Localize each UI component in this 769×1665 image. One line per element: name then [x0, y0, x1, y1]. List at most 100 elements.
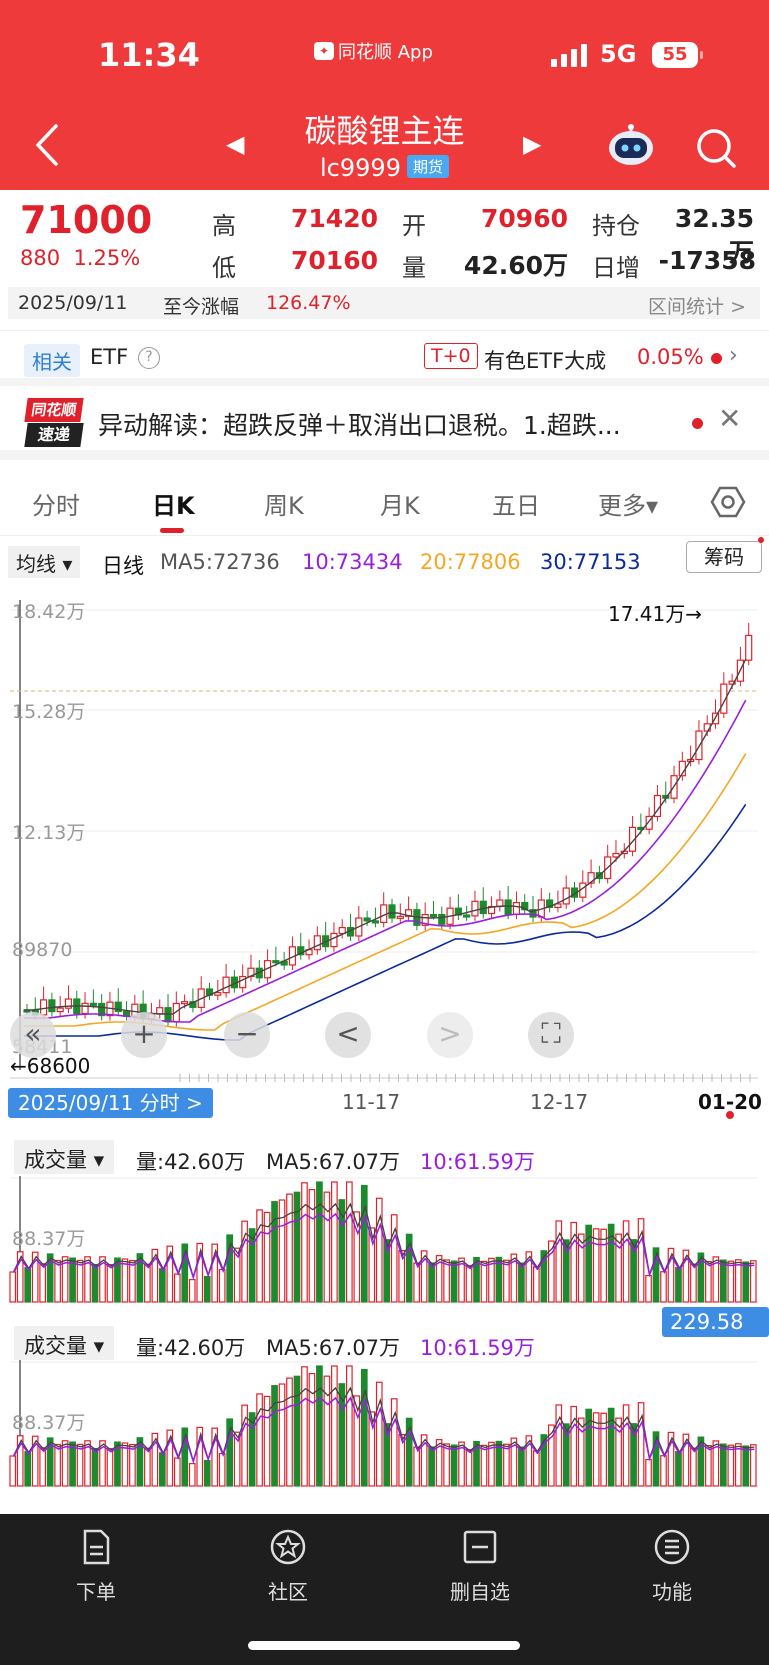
search-icon[interactable]: [694, 126, 738, 170]
chart-settings-icon[interactable]: [710, 484, 746, 520]
back-icon[interactable]: [30, 120, 66, 170]
volume-bar: [443, 1259, 450, 1303]
tabbar-remove-watchlist[interactable]: 删自选: [430, 1528, 530, 1605]
volume-bar: [233, 1247, 241, 1303]
news-banner[interactable]: 同花顺 速递 异动解读：超跌反弹＋取消出口退税。1.超跌... ✕: [0, 386, 769, 460]
range-stats-link[interactable]: 区间统计 >: [648, 296, 746, 318]
candle: [504, 899, 512, 915]
ma30-value: 30:77153: [540, 550, 641, 574]
volume-bar: [39, 1447, 46, 1487]
zoom-in-button[interactable]: +: [121, 1012, 167, 1058]
y-axis-label: 15.28万: [12, 701, 86, 723]
volume-bar: [562, 1239, 570, 1303]
prev-contract-button[interactable]: ◀: [226, 130, 245, 158]
volume-bar: [622, 1220, 630, 1303]
volume-bar: [308, 1189, 316, 1303]
open-value: 70960: [481, 204, 568, 233]
volume-bar: [331, 1181, 338, 1303]
volume-bar: [286, 1377, 293, 1487]
volume-bar: [525, 1435, 533, 1487]
y-axis-label: 18.42万: [12, 601, 86, 623]
candle: [164, 1007, 172, 1023]
help-icon[interactable]: ?: [138, 347, 160, 369]
close-icon[interactable]: ✕: [718, 402, 742, 435]
volume-indicator-selector[interactable]: 成交量 ▾: [14, 1326, 115, 1360]
volume-bar: [248, 1412, 256, 1487]
status-time: 11:34: [98, 36, 200, 74]
volume-bar: [46, 1253, 54, 1303]
volume-bar: [226, 1418, 233, 1487]
unread-dot-icon: [711, 353, 722, 364]
low-label: 低: [212, 254, 236, 282]
volume-indicator-selector[interactable]: 成交量 ▾: [14, 1140, 115, 1174]
candlestick-chart[interactable]: [0, 590, 769, 1090]
app-indicator[interactable]: ✦ 同花顺 App: [314, 38, 433, 64]
candle: [404, 909, 413, 917]
candle: [181, 1001, 189, 1005]
chips-button[interactable]: 筹码: [686, 541, 762, 573]
related-etf-row[interactable]: 相关 ETF ? T+0 有色ETF大成 0.05% ›: [0, 330, 769, 386]
related-tag: 相关: [24, 344, 80, 377]
volume-legend: 成交量 ▾ 量:42.60万 MA5:67.07万 10:61.59万: [0, 1326, 769, 1360]
crosshair-date-tooltip[interactable]: 2025/09/11 分时 >: [8, 1088, 213, 1118]
open-interest-value: 32.35万: [674, 204, 754, 267]
tabbar-functions[interactable]: 功能: [622, 1528, 722, 1605]
volume-bar: [31, 1435, 39, 1487]
scroll-left-button[interactable]: «: [10, 1012, 56, 1058]
volume-chart[interactable]: [0, 1360, 769, 1490]
volume-bar: [518, 1262, 525, 1303]
volume-bar: [181, 1427, 189, 1487]
volume-bar: [555, 1404, 563, 1487]
etf-fund-name[interactable]: 有色ETF大成: [484, 349, 607, 373]
news-headline[interactable]: 异动解读：超跌反弹＋取消出口退税。1.超跌...: [98, 411, 621, 440]
volume-bar: [233, 1431, 241, 1487]
chevron-right-icon[interactable]: ›: [729, 343, 738, 368]
next-contract-button[interactable]: ▶: [523, 130, 542, 158]
volume-bar: [54, 1443, 61, 1487]
volume-bar: [435, 1255, 443, 1303]
candle: [338, 926, 346, 935]
range-stat-bar[interactable]: 2025/09/11 至今涨幅 126.47% 区间统计 >: [8, 287, 760, 319]
tab-monthly-k[interactable]: 月K: [380, 492, 420, 520]
volume-bar: [196, 1242, 204, 1303]
tab-daily-k[interactable]: 日K: [152, 492, 195, 520]
volume-chart[interactable]: [0, 1176, 769, 1306]
indicator-selector[interactable]: 均线 ▾: [8, 546, 81, 578]
volume-bar: [600, 1228, 607, 1303]
order-icon: [83, 1529, 110, 1565]
step-back-button[interactable]: <: [325, 1012, 371, 1058]
tabbar-community[interactable]: 社区: [238, 1528, 338, 1605]
candle: [554, 903, 562, 908]
step-forward-button[interactable]: >: [427, 1012, 473, 1058]
fullscreen-button[interactable]: ⛶: [528, 1012, 574, 1058]
volume-bar: [173, 1457, 181, 1487]
volume-bar: [450, 1260, 458, 1303]
volume-bar: [188, 1278, 196, 1303]
volume-bar: [301, 1182, 308, 1303]
tabbar-order[interactable]: 下单: [46, 1528, 146, 1605]
volume-bar: [742, 1445, 750, 1487]
volume-bar: [727, 1444, 735, 1487]
tab-five-day[interactable]: 五日: [492, 492, 540, 520]
volume-bar: [727, 1260, 735, 1303]
candle: [81, 1002, 89, 1015]
volume-ma5-line: [13, 1202, 755, 1280]
high-marker: 17.41万→: [608, 602, 703, 626]
tab-more[interactable]: 更多▾: [598, 492, 659, 520]
zoom-out-button[interactable]: −: [224, 1012, 270, 1058]
volume-bar: [159, 1452, 166, 1487]
unread-dot-icon: [692, 418, 703, 429]
volume-bar: [368, 1227, 376, 1303]
volume-bar: [465, 1265, 473, 1303]
tab-intraday[interactable]: 分时: [32, 492, 80, 520]
volume-bar: [510, 1437, 518, 1487]
volume-bar: [495, 1256, 503, 1303]
volume-bar: [166, 1245, 174, 1303]
volume-bar: [518, 1446, 525, 1487]
tab-weekly-k[interactable]: 周K: [264, 492, 304, 520]
candle: [388, 904, 396, 919]
volume-bar: [99, 1440, 106, 1487]
volume-bar: [256, 1393, 263, 1487]
volume-bar: [218, 1268, 226, 1303]
robot-assistant-icon[interactable]: [606, 124, 656, 168]
